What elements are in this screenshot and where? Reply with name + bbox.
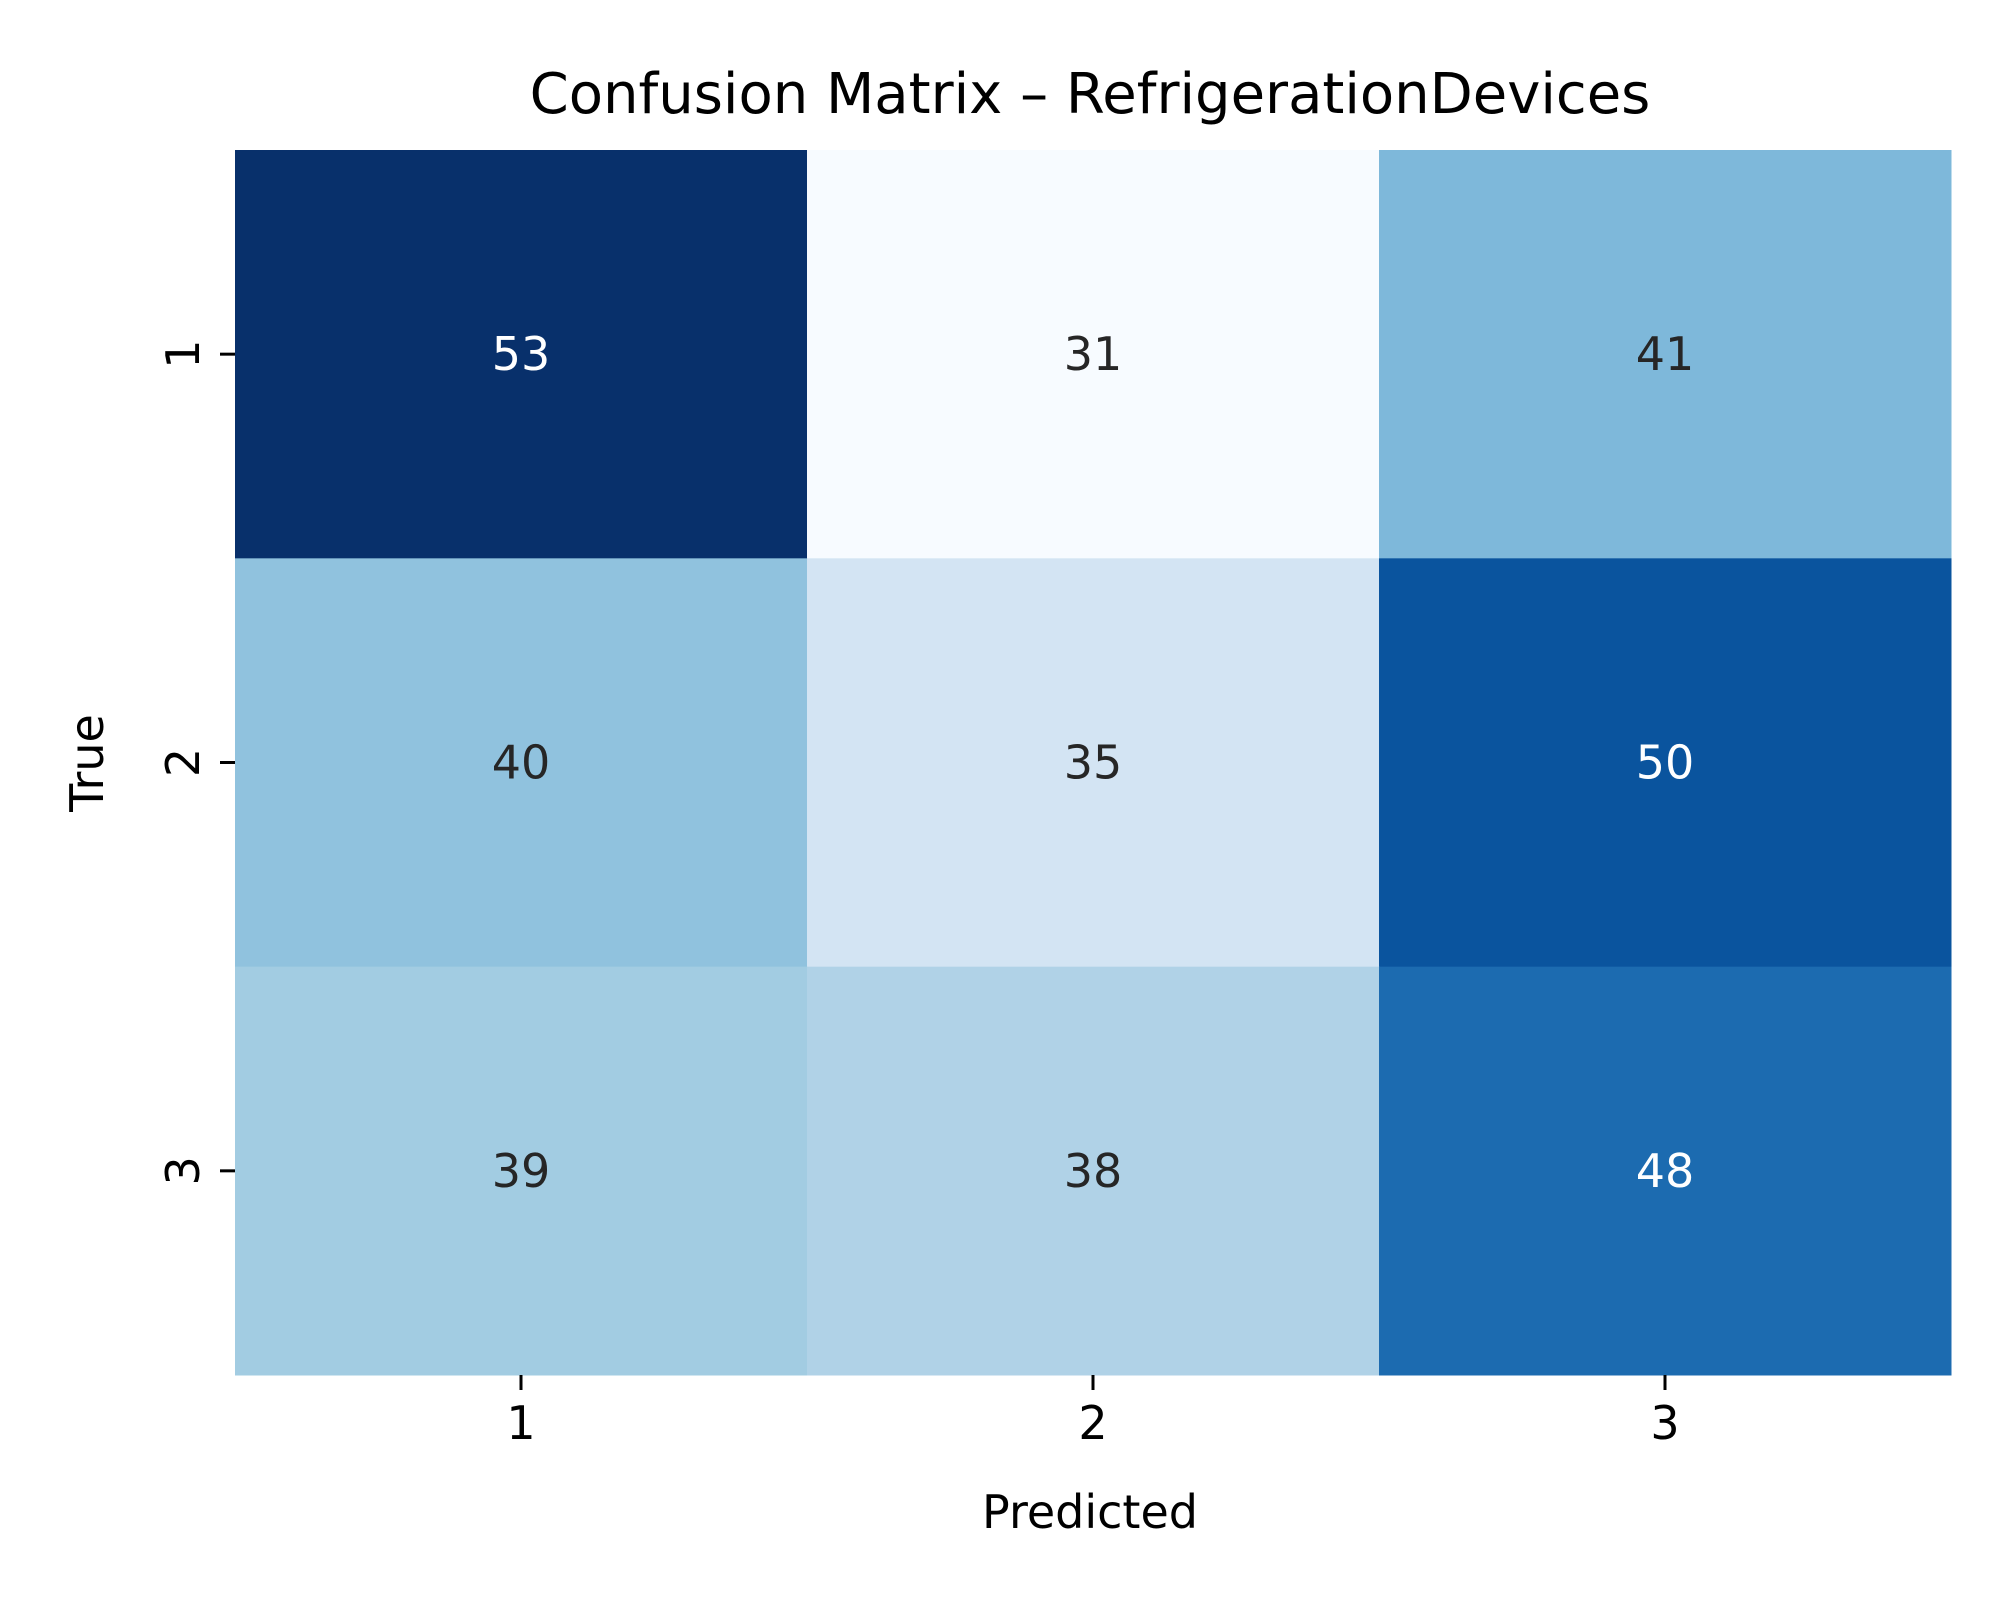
cell-value-r3-c2: 38 — [1064, 1144, 1123, 1198]
x-tick-label-1: 1 — [506, 1396, 535, 1450]
heatmap-cell-r2-c3 — [1379, 558, 1952, 968]
heatmap-cell-r2-c1 — [235, 558, 808, 968]
cell-value-r2-c2: 35 — [1064, 736, 1123, 790]
heatmap-cell-r3-c3 — [1379, 966, 1952, 1376]
heatmap-cell-labels: 53 31 41 40 35 50 39 38 48 — [492, 327, 1695, 1198]
cell-value-r1-c2: 31 — [1064, 327, 1123, 381]
cell-value-r3-c3: 48 — [1636, 1144, 1695, 1198]
heatmap-cell-r1-c1 — [235, 150, 808, 559]
x-axis-label: Predicted — [982, 1485, 1198, 1539]
y-tick-label-1: 1 — [156, 340, 210, 369]
heatmap-cell-r2-c2 — [807, 558, 1380, 968]
x-tick-label-3: 3 — [1650, 1396, 1679, 1450]
cell-value-r1-c3: 41 — [1636, 327, 1695, 381]
cell-value-r2-c1: 40 — [492, 736, 551, 790]
cell-value-r2-c3: 50 — [1636, 736, 1695, 790]
y-axis-label: True — [60, 714, 114, 813]
y-axis: 1 2 3 — [156, 340, 235, 1185]
heatmap-cell-r1-c3 — [1379, 150, 1952, 559]
heatmap-cells — [235, 150, 1952, 1376]
cell-value-r1-c1: 53 — [492, 327, 551, 381]
heatmap-cell-r3-c1 — [235, 966, 808, 1376]
heatmap-cell-r1-c2 — [807, 150, 1380, 559]
x-axis: 1 2 3 — [506, 1375, 1680, 1450]
chart-title: Confusion Matrix – RefrigerationDevices — [530, 62, 1651, 127]
x-tick-label-2: 2 — [1078, 1396, 1107, 1450]
y-tick-label-3: 3 — [156, 1156, 210, 1185]
heatmap-cell-r3-c2 — [807, 966, 1380, 1376]
cell-value-r3-c1: 39 — [492, 1144, 551, 1198]
y-tick-label-2: 2 — [156, 748, 210, 777]
